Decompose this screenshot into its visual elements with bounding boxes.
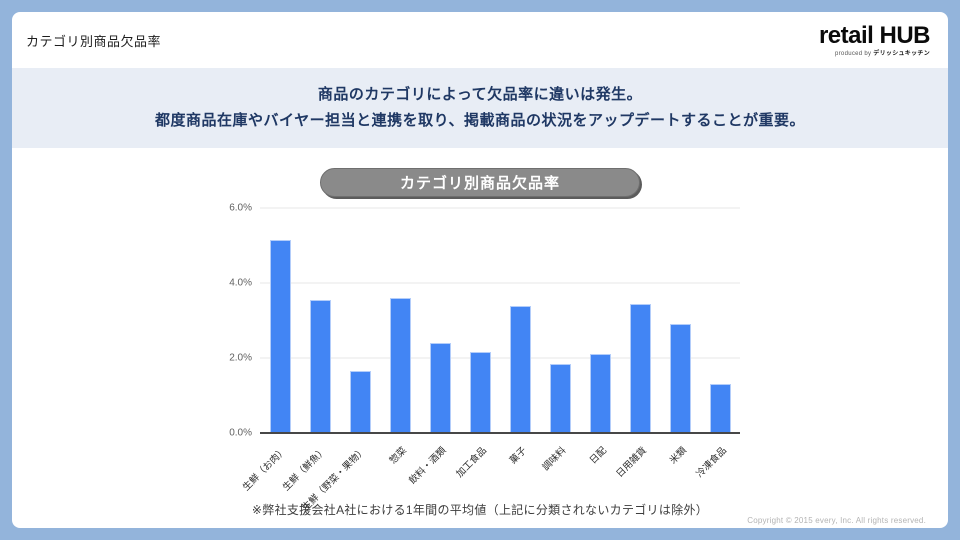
chart-plot [260, 207, 740, 434]
x-axis-label: 菓子 [507, 445, 529, 467]
y-tick-label: 6.0% [229, 202, 252, 214]
chart-bar-9 [629, 303, 651, 433]
key-message-banner: 商品のカテゴリによって欠品率に違いは発生。 都度商品在庫やバイヤー担当と連携を取… [12, 68, 948, 148]
chart-bar-slot [260, 208, 300, 433]
chart-bar-5 [469, 352, 491, 433]
chart-bar-3 [389, 298, 411, 433]
gridline [260, 207, 740, 209]
banner-line-1: 商品のカテゴリによって欠品率に違いは発生。 [317, 85, 643, 103]
logo-wordmark: retail HUB [818, 21, 931, 49]
chart-bars [260, 208, 740, 433]
chart-x-labels: 生鮮（お肉） 生鮮（鮮魚） 生鮮（野菜・果物） 惣菜 飲料・酒類 加工食品 菓子 調味料 日配日… [241, 433, 740, 513]
chart-bar-slot [540, 208, 580, 433]
bar-chart: 0.0% 2.0% 4.0% 6.0% 生鮮（お肉） 生鮮（鮮魚） 生鮮（野菜・果物） 惣菜… [220, 203, 740, 513]
y-tick-label: 4.0% [229, 277, 252, 289]
x-axis-label: 日配 [587, 445, 609, 467]
chart-bar-slot [500, 208, 540, 433]
slide-card: カテゴリ別商品欠品率 retail HUB produced by デリッシュキ… [12, 12, 948, 528]
chart-baseline [260, 432, 740, 434]
copyright-text: Copyright © 2015 every, Inc. All rights … [747, 516, 926, 525]
chart-bar-0 [269, 239, 291, 433]
chart-footnote: ※弊社支援会社A社における1年間の平均値（上記に分類されないカテゴリは除外） [251, 503, 709, 517]
retail-hub-logo: retail HUB produced by デリッシュキッチン [818, 21, 931, 57]
chart-bar-slot [380, 208, 420, 433]
chart-bar-2 [349, 371, 371, 433]
chart-bar-11 [709, 384, 731, 433]
x-label-slot: 生鮮（野菜・果物） [301, 433, 380, 513]
chart-title-pill: カテゴリ別商品欠品率 [320, 168, 640, 197]
x-label-slot: 冷凍食品 [694, 433, 740, 501]
chart-bar-slot [580, 208, 620, 433]
logo-tagline: produced by デリッシュキッチン [819, 51, 930, 57]
logo-tagline-prefix: produced by [835, 50, 872, 57]
chart-y-axis: 0.0% 2.0% 4.0% 6.0% [220, 203, 260, 439]
x-label-slot: 菓子 [500, 433, 540, 501]
chart-bar-slot [340, 208, 380, 433]
page-title: カテゴリ別商品欠品率 [26, 33, 162, 49]
gridline [260, 357, 740, 359]
chart-bar-slot [300, 208, 340, 433]
logo-word-hub: HUB [879, 21, 931, 49]
chart-label-row: 生鮮（お肉） 生鮮（鮮魚） 生鮮（野菜・果物） 惣菜 飲料・酒類 加工食品 菓子 調味料 日配日… [220, 433, 740, 513]
chart-bar-8 [589, 354, 611, 433]
logo-tagline-brand: デリッシュキッチン [873, 50, 930, 57]
chart-row: 0.0% 2.0% 4.0% 6.0% [220, 203, 740, 439]
chart-bar-6 [509, 305, 531, 433]
y-tick-label: 0.0% [229, 427, 252, 439]
x-label-slot: 調味料 [540, 433, 580, 501]
chart-bar-slot [460, 208, 500, 433]
x-axis-label: 米類 [667, 445, 689, 467]
chart-bar-4 [429, 343, 451, 433]
chart-bar-7 [549, 363, 571, 433]
x-label-slot: 日用雑貨 [614, 433, 660, 501]
y-tick-label: 2.0% [229, 352, 252, 364]
banner-line-2: 都度商品在庫やバイヤー担当と連携を取り、掲載商品の状況をアップデートすることが重… [155, 112, 805, 129]
x-label-slot: 加工食品 [454, 433, 500, 501]
chart-bar-10 [669, 324, 691, 433]
chart-bar-slot [700, 208, 740, 433]
header: カテゴリ別商品欠品率 retail HUB produced by デリッシュキ… [12, 12, 948, 68]
chart-bar-slot [660, 208, 700, 433]
gridline [260, 282, 740, 284]
chart-bar-1 [309, 299, 331, 433]
logo-word-retail: retail [818, 21, 874, 49]
x-axis-label: 惣菜 [387, 445, 409, 467]
x-axis-label: 調味料 [541, 445, 569, 474]
chart-bar-slot [620, 208, 660, 433]
chart-bar-slot [420, 208, 460, 433]
